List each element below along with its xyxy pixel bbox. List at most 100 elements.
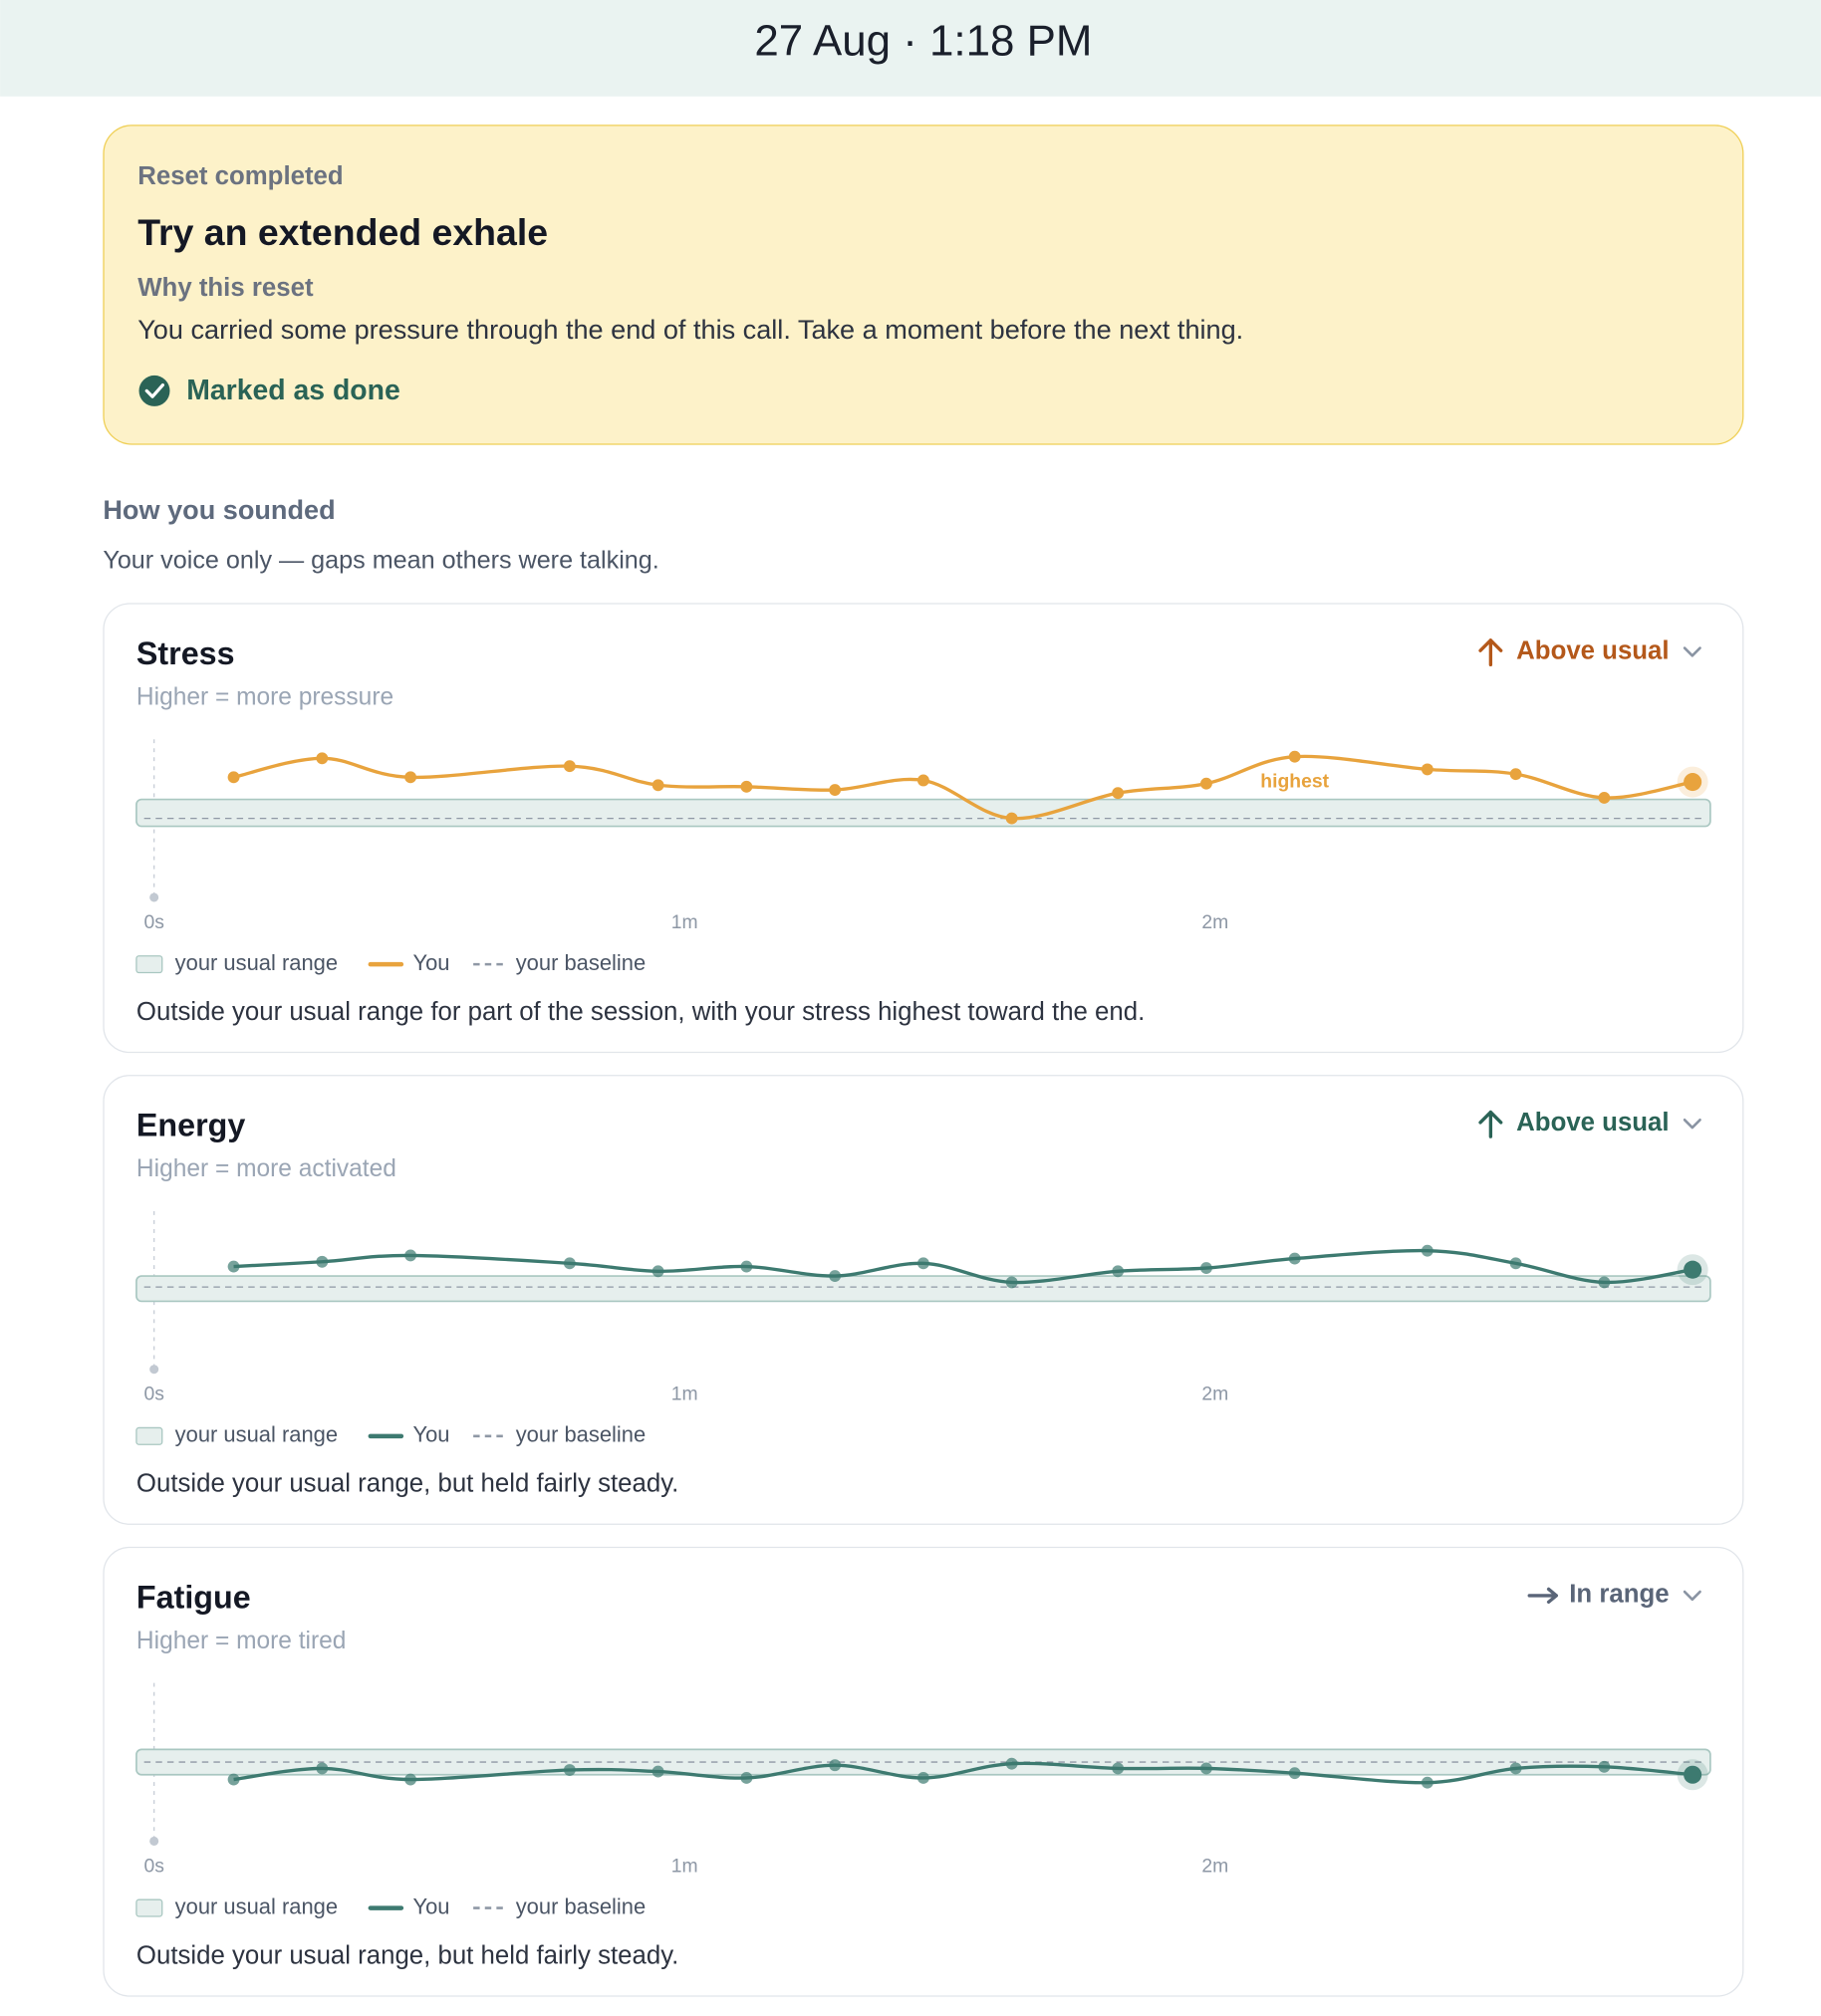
legend-range-swatch xyxy=(135,1898,163,1917)
point xyxy=(404,1249,417,1262)
point xyxy=(1598,1276,1611,1289)
done-label: Marked as done xyxy=(186,375,399,406)
metric-card: Energy Higher = more activated Above usual… xyxy=(103,1075,1744,1525)
chevron xyxy=(1683,646,1701,657)
point xyxy=(1288,1767,1301,1780)
check-icon xyxy=(138,375,170,406)
x-tick-label: 1m xyxy=(671,1384,698,1405)
reset-label: Reset completed xyxy=(137,162,343,190)
point xyxy=(651,779,664,792)
point xyxy=(651,1265,664,1278)
legend-range-swatch xyxy=(135,1426,163,1445)
legend-label: your usual range xyxy=(175,950,338,975)
x-tick-label: 2m xyxy=(1201,1855,1228,1877)
section-title: How you sounded xyxy=(103,494,335,525)
point xyxy=(404,1773,417,1786)
point xyxy=(1421,1244,1433,1257)
section-subtitle: Your voice only — gaps mean others were … xyxy=(103,547,658,575)
point-latest xyxy=(1684,1260,1702,1279)
metric-title: Stress xyxy=(136,635,235,671)
reset-title: Try an extended exhale xyxy=(137,211,548,253)
check-mark xyxy=(144,382,165,398)
metric-card: Fatigue Higher = more tired In range 0s 1m 2m… xyxy=(103,1546,1744,1997)
point xyxy=(1421,1776,1433,1789)
header-bar xyxy=(0,0,1821,97)
metric-title: Energy xyxy=(136,1108,245,1143)
point xyxy=(1421,763,1433,776)
why-text: You carried some pressure through the en… xyxy=(137,314,1243,345)
status-toggle[interactable]: In range xyxy=(1527,1581,1701,1609)
time-origin xyxy=(149,892,159,902)
legend-label: your usual range xyxy=(175,1422,338,1447)
legend-label: You xyxy=(412,1422,449,1447)
point xyxy=(1112,787,1125,800)
status-label: In range xyxy=(1569,1581,1669,1609)
point xyxy=(227,771,240,784)
point xyxy=(563,1257,576,1270)
point xyxy=(1598,1760,1611,1773)
point xyxy=(1005,812,1018,825)
done-status[interactable]: Marked as done xyxy=(138,375,400,406)
time-origin xyxy=(149,1365,159,1375)
chevron xyxy=(1683,1119,1701,1130)
point xyxy=(829,1759,842,1772)
point xyxy=(563,1764,576,1776)
point xyxy=(916,774,929,787)
point xyxy=(1200,777,1212,790)
trend-arrow xyxy=(1527,1587,1559,1605)
status-label: Above usual xyxy=(1516,1109,1669,1136)
point xyxy=(1509,1762,1522,1775)
legend-label: your baseline xyxy=(516,1422,647,1447)
point xyxy=(1200,1762,1212,1775)
point xyxy=(563,760,576,773)
point xyxy=(316,752,329,765)
chevron xyxy=(1683,1590,1701,1602)
x-tick-label: 2m xyxy=(1201,1384,1228,1405)
point xyxy=(1005,1757,1018,1770)
point xyxy=(916,1772,929,1784)
point xyxy=(651,1765,664,1778)
status-toggle[interactable]: Above usual xyxy=(1478,636,1701,667)
trend-arrow xyxy=(1478,1110,1503,1138)
metric-subtitle: Higher = more tired xyxy=(136,1628,347,1654)
metric-summary: Outside your usual range, but held fairl… xyxy=(136,1941,678,1969)
x-tick-label: 1m xyxy=(671,1855,698,1877)
x-tick-label: 0s xyxy=(143,1384,163,1405)
x-tick-label: 1m xyxy=(671,911,698,933)
status-toggle[interactable]: Above usual xyxy=(1478,1109,1701,1138)
series-line xyxy=(233,754,1693,821)
metric-card: Stress Higher = more pressure Above usual 0… xyxy=(103,603,1744,1054)
metric-subtitle: Higher = more pressure xyxy=(136,683,393,710)
legend-range-swatch xyxy=(135,955,163,974)
status-label: Above usual xyxy=(1516,636,1669,664)
legend-label: You xyxy=(412,950,449,975)
metric-summary: Outside your usual range for part of the… xyxy=(136,998,1145,1026)
point xyxy=(829,1270,842,1282)
point xyxy=(316,1762,329,1775)
usual-range xyxy=(135,798,1711,828)
point xyxy=(740,780,753,793)
why-label: Why this reset xyxy=(137,274,314,302)
point xyxy=(1288,750,1301,763)
card-frame xyxy=(103,603,1744,1054)
reset-card xyxy=(103,125,1744,445)
metric-summary: Outside your usual range, but held fairl… xyxy=(136,1470,678,1498)
series-line xyxy=(233,1761,1693,1785)
point xyxy=(740,1772,753,1784)
point xyxy=(916,1257,929,1270)
point-latest xyxy=(1684,1765,1702,1784)
annotation: highest xyxy=(1260,771,1329,793)
point-latest xyxy=(1684,773,1702,792)
point xyxy=(227,1260,240,1273)
metric-title: Fatigue xyxy=(136,1579,251,1615)
point xyxy=(1598,792,1611,804)
x-tick-label: 0s xyxy=(143,1855,163,1877)
legend-label: your baseline xyxy=(516,950,647,975)
point xyxy=(1112,1265,1125,1278)
point xyxy=(1509,768,1522,781)
legend-label: You xyxy=(412,1893,449,1918)
metric-subtitle: Higher = more activated xyxy=(136,1155,396,1182)
point xyxy=(1200,1262,1212,1275)
